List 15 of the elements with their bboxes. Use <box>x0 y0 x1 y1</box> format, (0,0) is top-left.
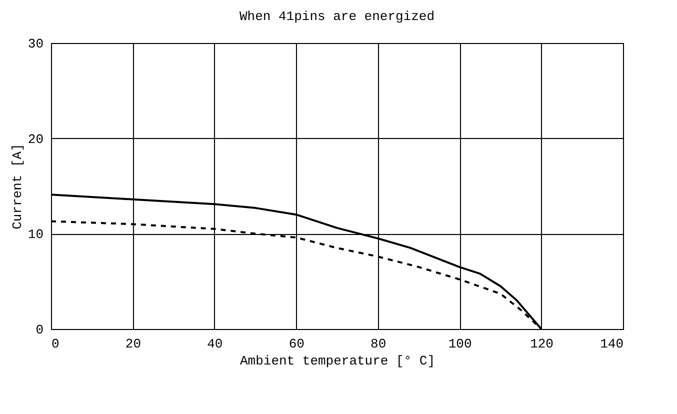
x-tick-label: 40 <box>207 336 223 352</box>
y-tick-label: 20 <box>28 132 44 147</box>
x-tick-label: 80 <box>370 336 386 352</box>
y-axis-title: Current [A] <box>10 144 25 230</box>
y-tick-label: 30 <box>28 36 44 52</box>
y-tick-label: 0 <box>36 322 44 338</box>
x-tick-label: 20 <box>125 336 142 352</box>
x-tick-label: 100 <box>448 336 472 352</box>
x-tick-label: 120 <box>530 336 554 352</box>
x-axis-title: Ambient temperature [° C] <box>240 354 436 368</box>
x-tick-label: 0 <box>52 336 60 352</box>
x-tick-label: 140 <box>600 336 624 352</box>
y-tick-label: 10 <box>28 227 44 242</box>
chart-title: When 41pins are energized <box>239 9 435 24</box>
x-tick-label: 60 <box>288 336 304 352</box>
